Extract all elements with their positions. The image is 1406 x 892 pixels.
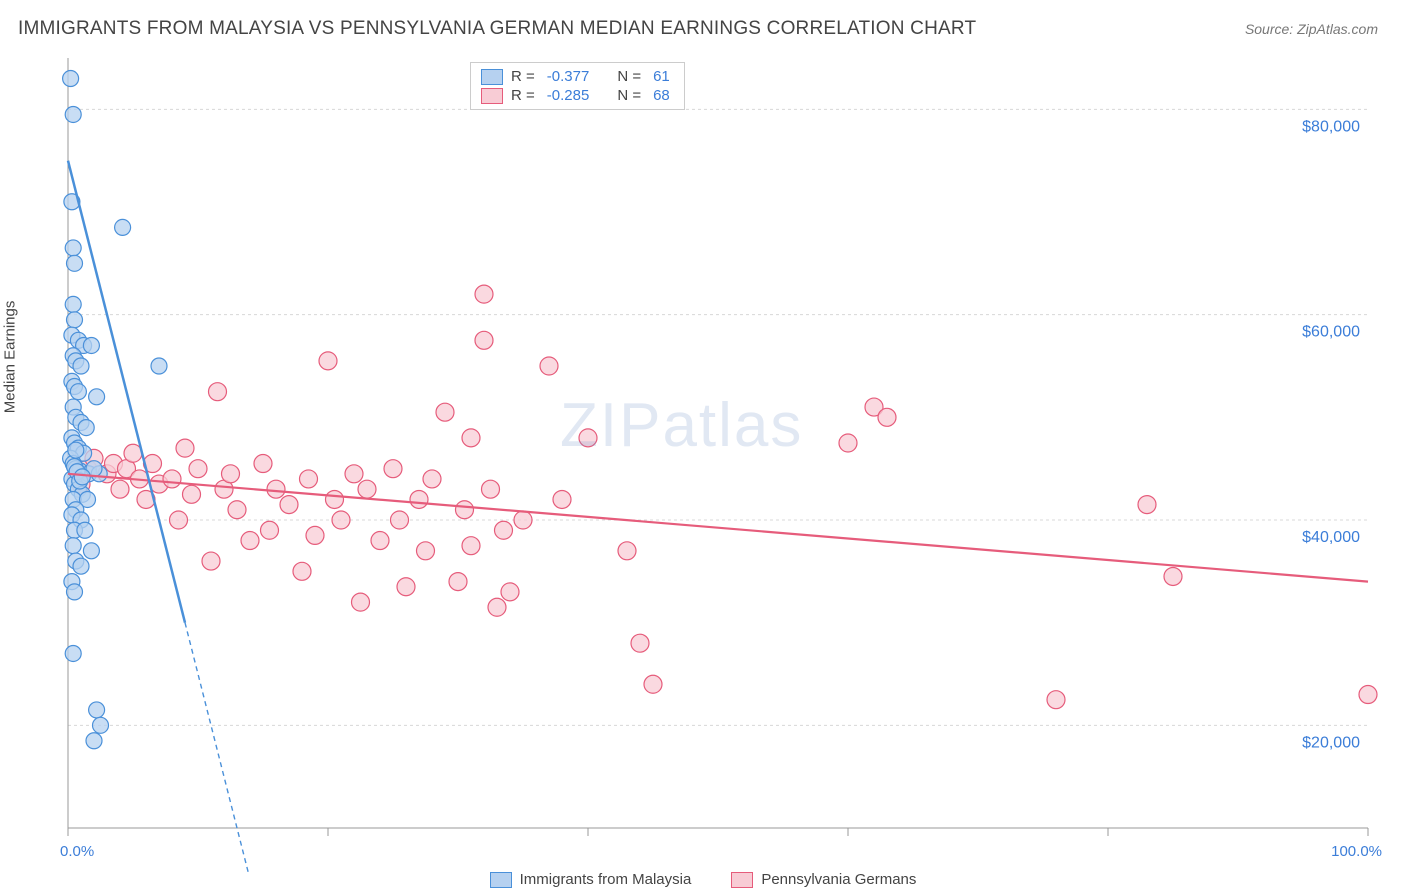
source-value: ZipAtlas.com [1297,21,1378,37]
legend-item-pennsylvania: Pennsylvania Germans [731,871,916,888]
r-value-malaysia: -0.377 [547,68,590,85]
svg-text:$60,000: $60,000 [1302,324,1360,341]
correlation-legend: R = -0.377 N = 61 R = -0.285 N = 68 [470,62,685,110]
swatch-malaysia [481,69,503,85]
scatter-plot: $20,000 $40,000 $60,000 $80,000 [18,48,1388,874]
swatch-pennsylvania-2 [731,872,753,888]
x-axis-min-label: 0.0% [60,843,94,860]
n-value-malaysia: 61 [653,68,670,85]
legend-row-malaysia: R = -0.377 N = 61 [471,67,684,86]
n-label-2: N = [617,87,641,104]
series-label-pennsylvania: Pennsylvania Germans [761,871,916,888]
chart-area: Median Earnings $20,000$40,000$60,000$80… [18,48,1388,874]
chart-title: IMMIGRANTS FROM MALAYSIA VS PENNSYLVANIA… [18,18,976,40]
series-legend: Immigrants from Malaysia Pennsylvania Ge… [0,871,1406,888]
svg-text:$40,000: $40,000 [1302,529,1360,546]
legend-row-pennsylvania: R = -0.285 N = 68 [471,86,684,105]
r-label: R = [511,68,535,85]
svg-text:$80,000: $80,000 [1302,118,1360,135]
n-label: N = [617,68,641,85]
r-value-pennsylvania: -0.285 [547,87,590,104]
n-value-pennsylvania: 68 [653,87,670,104]
source-attribution: Source: ZipAtlas.com [1245,21,1378,37]
legend-item-malaysia: Immigrants from Malaysia [490,871,692,888]
swatch-malaysia-2 [490,872,512,888]
svg-text:$20,000: $20,000 [1302,734,1360,751]
source-prefix-label: Source: [1245,21,1293,37]
y-axis-label: Median Earnings [2,301,19,414]
x-axis-max-label: 100.0% [1331,843,1382,860]
r-label-2: R = [511,87,535,104]
series-label-malaysia: Immigrants from Malaysia [520,871,692,888]
swatch-pennsylvania [481,88,503,104]
